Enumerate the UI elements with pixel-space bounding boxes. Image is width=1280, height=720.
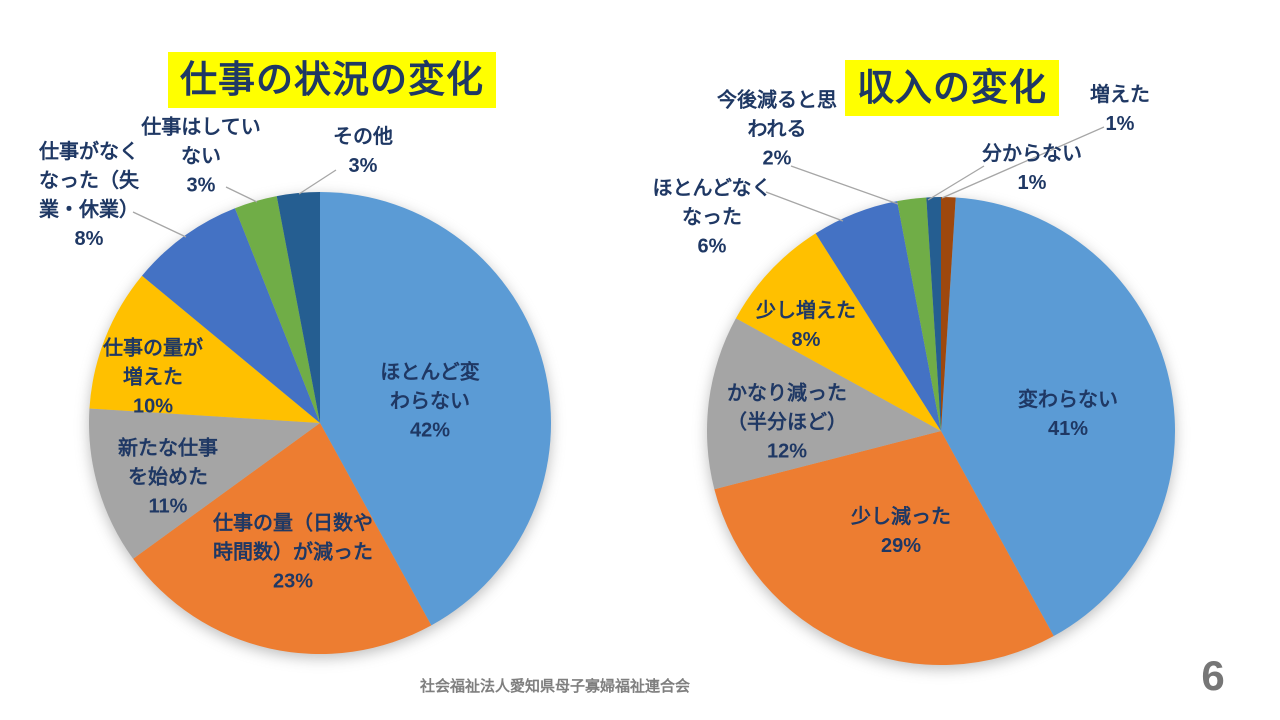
label-percent: 1% (1105, 113, 1135, 135)
label-slightly-decreased: 少し減った 29% (851, 503, 951, 561)
leader-other (298, 169, 337, 195)
label-greatly-decreased: かなり減った （半分ほど） 12% (727, 380, 847, 467)
label-percent: 3% (348, 155, 378, 177)
label-percent: 10% (132, 395, 174, 418)
label-line: 変わらない (1018, 389, 1118, 411)
leader-not-working (225, 186, 258, 203)
pie-slice (142, 208, 320, 423)
label-line: なった（失 (39, 170, 139, 192)
income-change-chart-title: 収入の変化 (845, 60, 1059, 117)
label-line: ほとんどなく (652, 177, 772, 200)
label-line: ほとんど変 (380, 361, 480, 384)
pie-slice (926, 197, 941, 431)
label-percent: 3% (186, 174, 216, 197)
label-line: 仕事の量（日数や (213, 512, 373, 535)
label-percent: 8% (74, 228, 104, 250)
label-percent: 2% (762, 147, 792, 170)
income-change-pie (706, 197, 1176, 666)
label-line: ない (181, 145, 221, 168)
pie-slice (89, 275, 321, 423)
label-slightly-increased: 少し増えた 8% (756, 297, 856, 355)
label-percent: 8% (791, 329, 821, 351)
label-percent: 11% (148, 495, 188, 518)
label-line: 仕事はしてい (141, 116, 261, 139)
label-line: 今後減ると思 (717, 89, 837, 112)
label-mostly-gone: ほとんどなく なった 6% (653, 175, 772, 262)
label-income-unchanged: 変わらない 41% (1018, 386, 1118, 444)
label-percent: 1% (1017, 172, 1047, 194)
label-line: かなり減った (727, 382, 847, 405)
pie-slice (276, 192, 320, 423)
label-line: なった (682, 206, 742, 229)
pie-slice (941, 197, 1176, 637)
label-line: われる (747, 118, 807, 141)
work-change-chart-title: 仕事の状況の変化 (168, 52, 496, 109)
label-percent: 41% (1047, 418, 1089, 440)
footer-text: 社会福祉法人愛知県母子寡婦福祉連合会 (419, 678, 691, 695)
leader-expected-decrease (790, 165, 899, 205)
pie-slice (234, 196, 320, 423)
label-other: その他 3% (333, 123, 393, 181)
pie-slice (897, 197, 941, 431)
label-percent: 23% (272, 570, 314, 593)
pie-slice (941, 197, 956, 431)
label-line: 業・休業） (39, 199, 139, 221)
label-percent: 12% (766, 440, 808, 463)
label-line: 仕事の量が (103, 337, 203, 360)
label-line: 新たな仕事 (118, 437, 218, 460)
label-percent: 42% (409, 419, 451, 442)
label-mostly-unchanged: ほとんど変 わらない 42% (380, 359, 479, 446)
leader-mostly-gone (765, 191, 844, 222)
label-line: を始めた (128, 466, 208, 489)
pie-slice (133, 423, 432, 655)
leader-dont-know (927, 165, 985, 201)
label-lost-job: 仕事がなく なった（失 業・休業） 8% (39, 138, 139, 254)
label-not-working: 仕事はしてい ない 3% (141, 114, 260, 201)
pie-slice (706, 318, 941, 490)
pie-slice (320, 192, 552, 626)
label-line: 分からない (982, 143, 1082, 165)
page-number: 6 (1201, 652, 1225, 699)
pie-slice (815, 201, 941, 431)
leader-lines (132, 126, 1105, 238)
label-line: 増えた (1090, 84, 1150, 106)
label-line: 少し増えた (756, 300, 856, 322)
work-change-pie (89, 192, 552, 655)
label-line: 時間数）が減った (213, 541, 373, 564)
label-dont-know: 分からない 1% (982, 140, 1082, 198)
label-expected-decrease: 今後減ると思 われる 2% (717, 87, 837, 174)
leader-lost-job (132, 211, 187, 238)
label-line: その他 (333, 126, 393, 148)
pie-slice (735, 233, 941, 431)
label-line: 少し減った (851, 506, 951, 528)
label-line: 仕事がなく (39, 141, 139, 163)
label-started-new-job: 新たな仕事 を始めた 11% (118, 435, 218, 522)
pie-slice (714, 431, 1054, 666)
label-percent: 6% (697, 235, 727, 258)
label-line: 増えた (123, 366, 183, 389)
label-line: （半分ほど） (727, 411, 847, 434)
label-percent: 29% (880, 535, 922, 557)
pie-slice (89, 408, 320, 559)
label-increased: 増えた 1% (1090, 81, 1150, 139)
label-line: わらない (390, 390, 470, 413)
leader-increased (941, 126, 1105, 199)
label-work-amount-increased: 仕事の量が 増えた 10% (103, 335, 203, 422)
label-work-amount-decreased: 仕事の量（日数や 時間数）が減った 23% (213, 510, 373, 597)
